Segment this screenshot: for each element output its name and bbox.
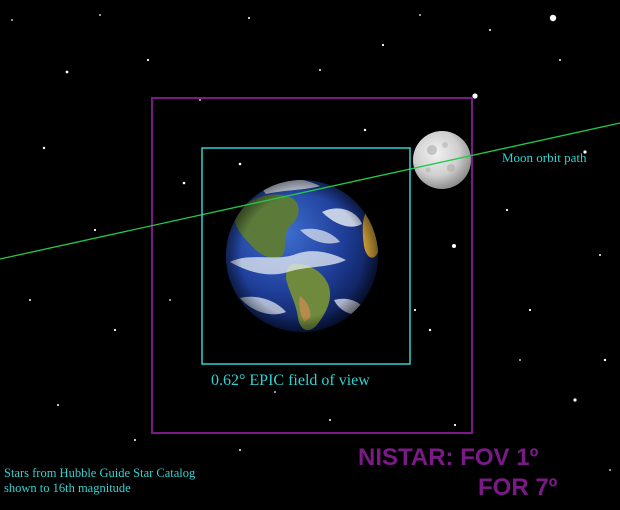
epic-field-box [201,147,411,365]
moon-orbit-label: Moon orbit path [502,150,587,165]
star-catalog-note-line-2: shown to 16th magnitude [4,481,131,495]
moon [413,131,471,189]
moon-orbit-path [0,122,620,260]
nistar-field-box [151,97,473,434]
earth-globe [226,180,378,332]
star-catalog-note-line-1: Stars from Hubble Guide Star Catalog [4,466,196,480]
nistar-for-label: FOR 7º [478,474,558,501]
nistar-fov-label: NISTAR: FOV 1º [358,444,539,471]
epic-fov-label: 0.62° EPIC field of view [211,372,370,389]
star-field [11,14,611,471]
star-catalog-note: Stars from Hubble Guide Star Catalog sho… [4,466,195,496]
